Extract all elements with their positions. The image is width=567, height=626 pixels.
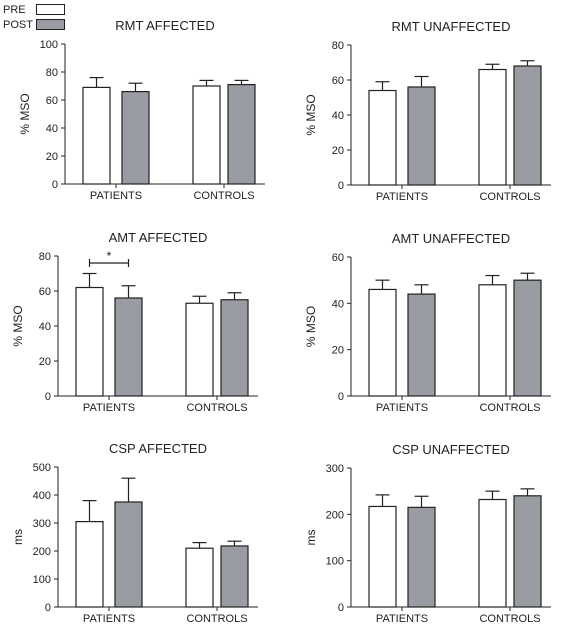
chart-panel-6: CSP UNAFFECTED 0 100 200 300 ms PATIENTS CONTRO… — [304, 442, 551, 625]
y-tick-label: 60 — [39, 286, 51, 298]
y-tick-label: 80 — [39, 251, 51, 263]
y-tick-label: 200 — [33, 546, 51, 558]
bar-post-patients — [121, 90, 150, 185]
y-tick-label: 20 — [332, 345, 344, 357]
y-tick-label: 300 — [326, 463, 344, 475]
y-tick-label: 40 — [46, 123, 58, 135]
y-tick-label: 80 — [46, 67, 58, 79]
bar-post-controls — [513, 279, 542, 397]
y-axis-label: % MSO — [11, 305, 25, 346]
x-tick-label: CONTROLS — [186, 402, 247, 414]
y-tick-label: 100 — [33, 574, 51, 586]
x-tick-label: PATIENTS — [83, 613, 135, 625]
bar-pre-patients — [75, 286, 104, 397]
legend-label-pre: PRE — [3, 3, 26, 16]
y-axis-label: % MSO — [304, 306, 318, 347]
y-tick-label: 20 — [39, 356, 51, 368]
y-tick-label: 20 — [332, 145, 344, 157]
bar-post-patients — [407, 86, 436, 186]
y-tick-label: 40 — [39, 321, 51, 333]
x-tick-label: PATIENTS — [83, 402, 135, 414]
y-tick-label: 100 — [326, 556, 344, 568]
y-tick-label: 200 — [326, 509, 344, 521]
x-tick-label: PATIENTS — [376, 191, 428, 203]
x-tick-label: CONTROLS — [193, 190, 254, 202]
y-axis-label: ms — [11, 529, 25, 545]
bar-pre-controls — [185, 547, 214, 608]
chart-title: RMT AFFECTED — [115, 18, 214, 33]
chart-panel-4: AMT UNAFFECTED 0 20 40 60 % MSO PATIENTS CONTRO… — [304, 231, 551, 414]
chart-title: AMT AFFECTED — [109, 230, 208, 245]
x-tick-label: CONTROLS — [479, 402, 540, 414]
y-tick-label: 60 — [46, 95, 58, 107]
chart-title: AMT UNAFFECTED — [392, 231, 510, 246]
y-axis-label: ms — [304, 530, 318, 546]
y-tick-label: 40 — [332, 298, 344, 310]
bar-post-controls — [220, 545, 249, 608]
y-tick-label: 80 — [332, 40, 344, 52]
chart-panel-2: RMT UNAFFECTED 0 20 40 60 80 % MSO PATIENTS CONT… — [304, 19, 551, 203]
bar-pre-controls — [478, 284, 507, 397]
significance-marker: * — [107, 249, 112, 263]
y-tick-label: 0 — [338, 602, 344, 614]
x-tick-label: PATIENTS — [90, 190, 142, 202]
chart-title: RMT UNAFFECTED — [392, 19, 511, 34]
y-tick-label: 100 — [40, 39, 58, 51]
y-tick-label: 0 — [52, 179, 58, 191]
bar-post-patients — [114, 501, 143, 608]
y-tick-label: 60 — [332, 75, 344, 87]
bar-pre-controls — [478, 498, 507, 608]
x-tick-label: CONTROLS — [186, 613, 247, 625]
legend-item-pre: PRE — [3, 2, 65, 17]
chart-panel-3: AMT AFFECTED 0 20 40 60 80 % MSO PATIENTS CONTRO… — [11, 230, 258, 414]
y-tick-label: 0 — [338, 180, 344, 192]
chart-title: CSP AFFECTED — [109, 441, 207, 456]
y-tick-label: 400 — [33, 490, 51, 502]
bar-pre-controls — [185, 302, 214, 397]
y-tick-label: 0 — [45, 391, 51, 403]
chart-panel-1: RMT AFFECTED 0 20 40 60 80 100 % MSO PATIENTS CON… — [18, 18, 265, 202]
bar-post-controls — [227, 83, 256, 185]
legend: PRE POST — [3, 2, 65, 32]
bar-pre-patients — [368, 288, 397, 397]
chart-panel-5: CSP AFFECTED 0 100 200 300 400 500 ms PATIENTS CO… — [11, 441, 258, 625]
bar-pre-controls — [478, 68, 507, 186]
chart-title: CSP UNAFFECTED — [392, 442, 510, 457]
x-tick-label: CONTROLS — [479, 613, 540, 625]
y-tick-label: 60 — [332, 252, 344, 264]
x-tick-label: CONTROLS — [479, 191, 540, 203]
bar-pre-controls — [192, 85, 221, 185]
bar-post-patients — [407, 506, 436, 608]
y-tick-label: 300 — [33, 518, 51, 530]
x-tick-label: PATIENTS — [376, 613, 428, 625]
bar-pre-patients — [75, 520, 104, 608]
y-axis-label: % MSO — [18, 93, 32, 134]
y-tick-label: 0 — [45, 602, 51, 614]
y-tick-label: 40 — [332, 110, 344, 122]
y-axis-label: % MSO — [304, 94, 318, 135]
legend-item-post: POST — [3, 17, 65, 32]
bar-post-controls — [513, 65, 542, 186]
bar-pre-patients — [82, 86, 111, 185]
bar-pre-patients — [368, 505, 397, 608]
y-tick-label: 500 — [33, 462, 51, 474]
legend-swatch-pre — [36, 4, 65, 15]
bar-post-controls — [220, 299, 249, 397]
bar-post-controls — [513, 495, 542, 608]
y-tick-label: 20 — [46, 151, 58, 163]
bar-pre-patients — [368, 89, 397, 186]
y-tick-label: 0 — [338, 391, 344, 403]
bar-post-patients — [114, 297, 143, 397]
x-tick-label: PATIENTS — [376, 402, 428, 414]
legend-swatch-post — [36, 19, 65, 30]
bar-post-patients — [407, 293, 436, 397]
legend-label-post: POST — [3, 18, 33, 31]
